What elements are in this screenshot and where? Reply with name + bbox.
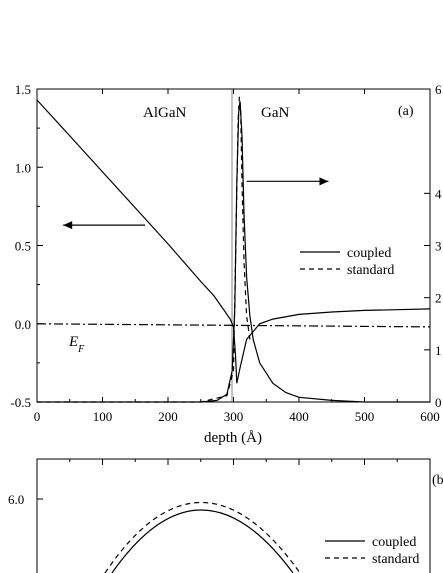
y-tick-label: 0.0 <box>15 317 31 332</box>
fermi-level-label: EF <box>68 334 85 355</box>
panel-a-plot: 0 100 200 300 400 500 600 -0.5 0.0 0.5 1.0 1.5 0 1 2… <box>10 82 442 446</box>
panel-a-arrows <box>63 177 329 230</box>
panel-b-standard-curve <box>104 501 301 573</box>
arrow-head-right <box>319 177 329 186</box>
legend-b-coupled-label: coupled <box>372 535 416 550</box>
panel-a-legend: coupled standard <box>300 246 394 278</box>
series-line-standard <box>37 96 251 403</box>
right-tick-label: 0 <box>435 395 442 410</box>
y-tick-label: 0.5 <box>15 239 31 254</box>
x-tick-label: 500 <box>355 409 375 424</box>
right-tick-label: 2 <box>435 291 442 306</box>
x-axis-title: depth (Å) <box>204 430 262 446</box>
panel-b-coupled-curve <box>111 509 294 573</box>
panel-b-plot: 6.0 (b coupled standard <box>8 458 443 573</box>
panel-b-ticks <box>36 459 431 500</box>
panel-a-label: (a) <box>398 104 414 119</box>
legend-b-standard-label: standard <box>372 552 419 567</box>
y-tick-label: -0.5 <box>10 395 31 410</box>
y-tick-label: 1.0 <box>15 160 31 175</box>
fermi-level-subscript: F <box>77 344 85 355</box>
panel-a-y-ticks: -0.5 0.0 0.5 1.0 1.5 <box>10 82 43 410</box>
legend-a-coupled-label: coupled <box>347 246 391 261</box>
legend-a-standard-label: standard <box>347 263 394 278</box>
series-line-coupled-density <box>37 101 430 403</box>
region-label-gan: GaN <box>261 105 289 121</box>
panel-a-series <box>36 96 431 403</box>
panel-b-label: (b <box>432 473 443 488</box>
fermi-level-letter: E <box>68 334 78 350</box>
right-tick-label: 1 <box>435 343 442 358</box>
x-tick-label: 200 <box>158 409 178 424</box>
x-tick-label: 0 <box>34 409 41 424</box>
x-tick-label: 600 <box>420 409 440 424</box>
arrow-head-left <box>63 221 73 230</box>
region-label-algan: AlGaN <box>143 105 186 121</box>
panel-b-y-tick-6: 6.0 <box>8 492 24 507</box>
series-line-fermi-level <box>36 323 431 328</box>
right-tick-label: 4 <box>435 186 442 201</box>
x-tick-label: 100 <box>93 409 113 424</box>
x-tick-label: 400 <box>289 409 309 424</box>
y-tick-label: 1.5 <box>15 82 31 97</box>
right-tick-label: 6 <box>435 82 442 97</box>
panel-b-legend: coupled standard <box>325 535 419 567</box>
series-line-coupled <box>36 99 431 384</box>
panel-a-right-ticks: 0 1 2 3 4 6 <box>424 82 442 410</box>
right-tick-label: 3 <box>435 239 442 254</box>
panel-a-x-ticks: 0 100 200 300 400 500 600 <box>34 89 440 424</box>
x-tick-label: 300 <box>224 409 244 424</box>
